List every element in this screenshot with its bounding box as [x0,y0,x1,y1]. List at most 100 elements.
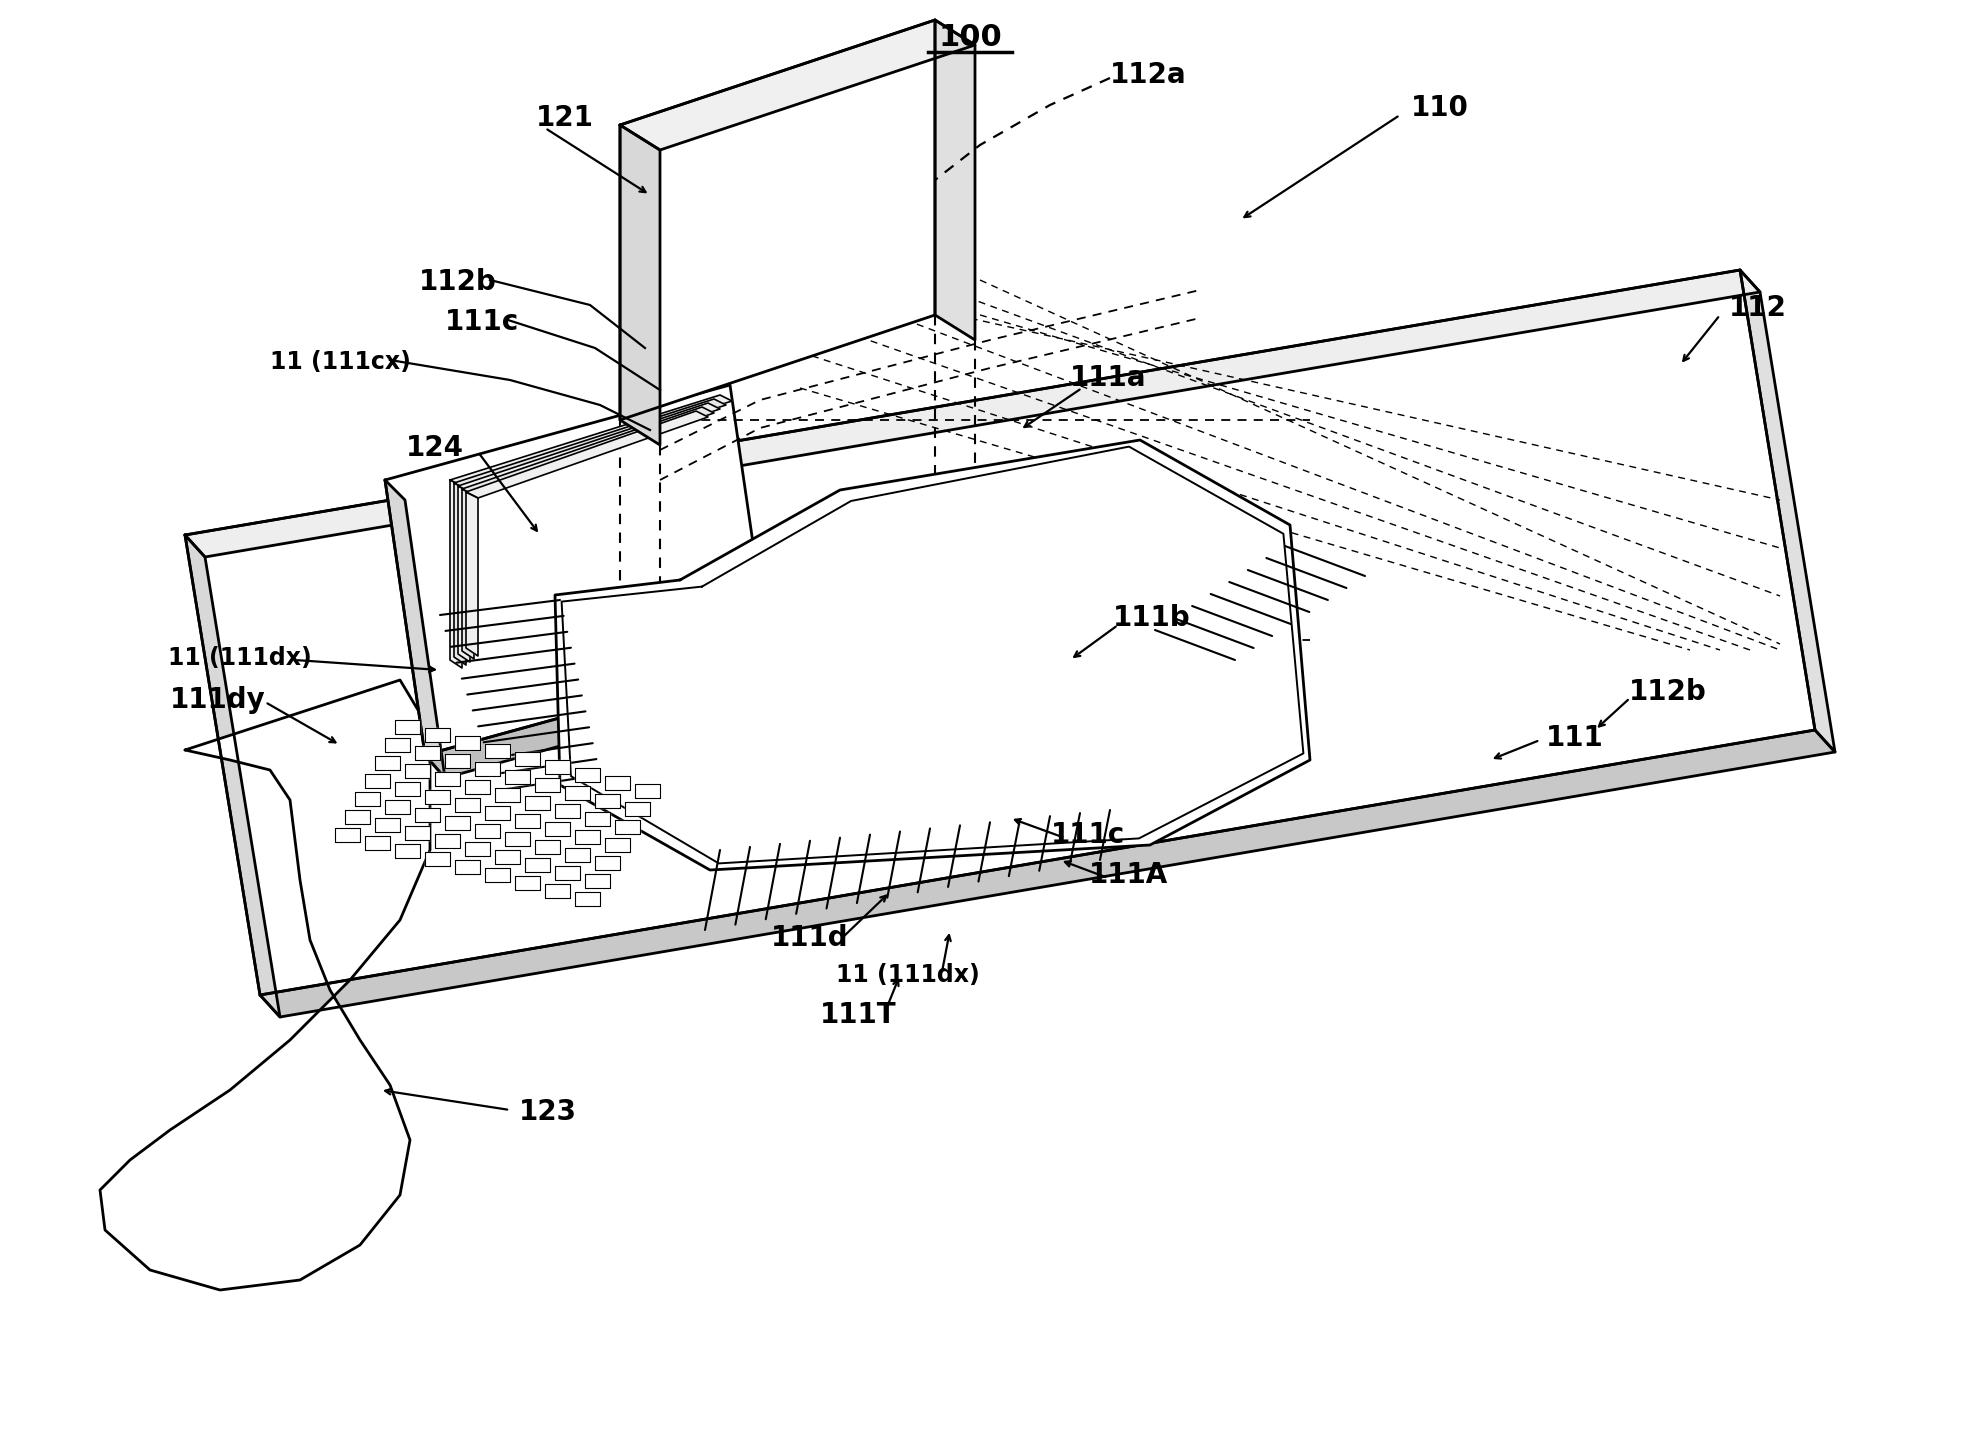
Polygon shape [464,780,490,794]
Polygon shape [396,844,419,859]
Polygon shape [604,776,630,790]
Polygon shape [459,487,470,663]
Polygon shape [185,535,279,1017]
Polygon shape [555,439,1311,870]
Polygon shape [525,796,549,810]
Text: 112b: 112b [1630,678,1706,705]
Polygon shape [462,406,714,495]
Polygon shape [462,489,474,660]
Polygon shape [455,860,480,874]
Polygon shape [435,771,461,786]
Polygon shape [565,786,590,800]
Polygon shape [535,840,561,854]
Text: 111A: 111A [1088,861,1167,889]
Polygon shape [425,851,451,866]
Text: 124: 124 [405,434,464,462]
Polygon shape [364,836,390,850]
Text: 121: 121 [535,104,594,132]
Polygon shape [364,774,390,788]
Polygon shape [474,824,500,839]
Text: 111T: 111T [821,1002,895,1029]
Polygon shape [100,680,429,1289]
Polygon shape [620,20,974,150]
Text: 111c: 111c [445,308,520,336]
Polygon shape [565,849,590,861]
Polygon shape [466,411,708,498]
Text: 11 (111dx): 11 (111dx) [836,963,980,987]
Polygon shape [575,892,600,906]
Polygon shape [604,839,630,851]
Polygon shape [415,746,441,760]
Text: 111d: 111d [771,924,848,952]
Polygon shape [496,850,520,864]
Polygon shape [620,20,935,421]
Text: 112a: 112a [1110,62,1187,89]
Polygon shape [474,761,500,776]
Polygon shape [545,760,571,774]
Polygon shape [545,821,571,836]
Polygon shape [455,484,466,665]
Polygon shape [386,479,445,778]
Text: 111b: 111b [1114,604,1191,633]
Polygon shape [396,720,419,734]
Polygon shape [525,859,549,871]
Polygon shape [335,829,360,841]
Text: 123: 123 [520,1098,577,1126]
Polygon shape [445,816,470,830]
Polygon shape [396,781,419,796]
Polygon shape [484,869,510,881]
Polygon shape [464,841,490,856]
Polygon shape [626,801,649,816]
Polygon shape [516,876,539,890]
Polygon shape [466,492,478,655]
Polygon shape [1740,270,1834,753]
Polygon shape [435,834,461,849]
Polygon shape [405,826,429,840]
Polygon shape [516,753,539,766]
Polygon shape [185,270,1814,995]
Polygon shape [455,399,726,489]
Polygon shape [455,798,480,811]
Polygon shape [405,764,429,778]
Polygon shape [185,270,1759,557]
Text: 100: 100 [939,23,1002,52]
Polygon shape [451,479,462,668]
Polygon shape [620,124,659,445]
Polygon shape [354,791,380,806]
Text: 111: 111 [1547,724,1604,753]
Polygon shape [415,809,441,821]
Polygon shape [260,730,1834,1017]
Polygon shape [506,770,529,784]
Text: 111dy: 111dy [169,685,266,714]
Text: 112: 112 [1730,293,1787,322]
Polygon shape [636,784,659,798]
Polygon shape [455,736,480,750]
Polygon shape [496,788,520,801]
Polygon shape [616,820,640,834]
Text: 111c: 111c [1051,821,1126,849]
Polygon shape [555,866,581,880]
Text: 111a: 111a [1071,363,1145,392]
Text: 112b: 112b [419,268,496,296]
Polygon shape [425,728,451,743]
Polygon shape [561,446,1303,863]
Polygon shape [575,830,600,844]
Polygon shape [594,794,620,809]
Polygon shape [535,778,561,791]
Polygon shape [584,874,610,889]
Polygon shape [425,790,451,804]
Polygon shape [575,768,600,781]
Polygon shape [425,660,789,778]
Polygon shape [451,395,732,487]
Polygon shape [555,804,581,819]
Polygon shape [386,385,769,756]
Polygon shape [445,754,470,768]
Polygon shape [545,884,571,899]
Polygon shape [459,404,720,492]
Text: 11 (111dx): 11 (111dx) [167,645,311,670]
Polygon shape [484,806,510,820]
Polygon shape [376,819,400,831]
Polygon shape [594,856,620,870]
Polygon shape [484,744,510,758]
Text: 11 (111cx): 11 (111cx) [270,351,411,373]
